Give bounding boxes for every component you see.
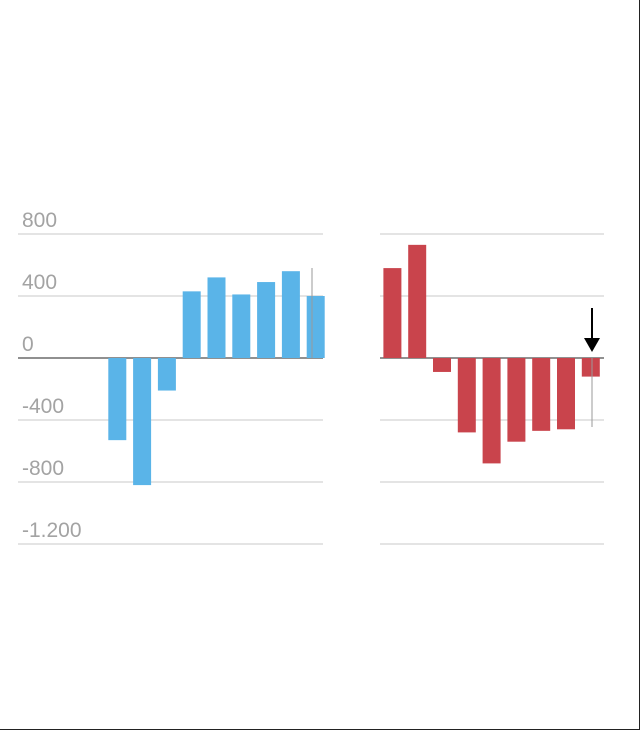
bar bbox=[383, 268, 402, 358]
bar bbox=[433, 358, 451, 372]
bar bbox=[232, 294, 251, 358]
right-bar-chart bbox=[380, 233, 604, 545]
bar bbox=[257, 282, 276, 358]
bar bbox=[532, 358, 551, 431]
bar bbox=[581, 358, 600, 377]
y-tick-label: 400 bbox=[22, 271, 57, 294]
bar bbox=[482, 358, 501, 464]
y-tick-label: -800 bbox=[22, 457, 64, 480]
bar bbox=[281, 271, 300, 358]
y-tick-label: 0 bbox=[22, 333, 34, 356]
y-tick-label: 800 bbox=[22, 209, 57, 232]
bar bbox=[182, 291, 201, 358]
bar bbox=[457, 358, 476, 433]
down-arrow-head-icon bbox=[584, 338, 600, 352]
bar bbox=[108, 358, 127, 441]
bar bbox=[207, 277, 226, 358]
bar bbox=[408, 244, 427, 358]
left-bar-chart: 800 400 0 -400 -800 -1.200 bbox=[18, 209, 325, 545]
y-tick-label: -400 bbox=[22, 395, 64, 418]
bar bbox=[133, 358, 152, 486]
bar bbox=[157, 358, 176, 391]
y-tick-label: -1.200 bbox=[22, 519, 82, 542]
bar bbox=[507, 358, 526, 442]
bar bbox=[306, 296, 325, 358]
bar bbox=[557, 358, 575, 430]
